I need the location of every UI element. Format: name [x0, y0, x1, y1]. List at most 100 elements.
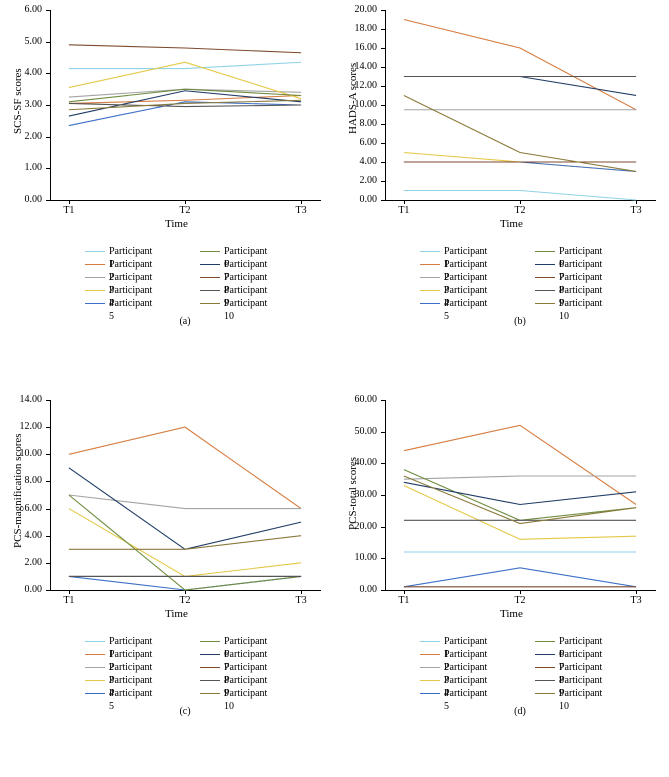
legend-swatch	[85, 654, 105, 655]
x-tick	[636, 200, 637, 204]
x-tick-label: T1	[394, 595, 414, 606]
legend-label: Participant 10	[224, 297, 267, 323]
y-axis-title-a: SCS-SF scores	[12, 68, 24, 134]
legend-swatch	[200, 251, 220, 252]
y-tick-label: 6.00	[343, 137, 377, 148]
x-tick-label: T1	[59, 595, 79, 606]
legend-swatch	[535, 641, 555, 642]
x-tick	[404, 200, 405, 204]
x-tick-label: T2	[510, 595, 530, 606]
legend-swatch	[200, 654, 220, 655]
series-line-p10	[404, 476, 636, 524]
y-tick-label: 60.00	[343, 394, 377, 405]
panel-d: 0.0010.0020.0030.0040.0050.0060.00T1T2T3…	[385, 400, 655, 760]
x-tick	[520, 200, 521, 204]
series-line-p1	[404, 191, 636, 201]
legend-a: Participant 1Participant 2Participant 3P…	[50, 245, 320, 310]
legend-swatch	[85, 667, 105, 668]
panel-c: 0.002.004.006.008.0010.0012.0014.00T1T2T…	[50, 400, 320, 760]
x-tick-label: T2	[175, 205, 195, 216]
series-line-p3	[404, 476, 636, 479]
legend-swatch	[420, 264, 440, 265]
x-tick	[185, 200, 186, 204]
legend-swatch	[420, 641, 440, 642]
y-tick-label: 2.00	[8, 557, 42, 568]
legend-swatch	[200, 303, 220, 304]
panel-b: 0.002.004.006.008.0010.0012.0014.0016.00…	[385, 10, 655, 370]
x-axis-title-b: Time	[500, 218, 523, 230]
x-tick	[404, 590, 405, 594]
y-tick-label: 4.00	[343, 156, 377, 167]
legend-swatch	[420, 277, 440, 278]
x-tick-label: T3	[291, 595, 311, 606]
legend-label: Participant 10	[559, 687, 602, 713]
legend-label: Participant 5	[444, 687, 487, 713]
legend-swatch	[85, 680, 105, 681]
legend-swatch	[535, 693, 555, 694]
legend-d: Participant 1Participant 2Participant 3P…	[385, 635, 655, 700]
panel-caption-b: (b)	[505, 316, 535, 327]
x-tick	[69, 590, 70, 594]
x-tick	[301, 200, 302, 204]
y-tick-label: 2.00	[343, 175, 377, 186]
series-line-p2	[69, 427, 301, 508]
y-tick	[46, 200, 50, 201]
legend-label: Participant 10	[224, 687, 267, 713]
lines-b	[385, 10, 655, 200]
legend-swatch	[535, 303, 555, 304]
x-tick	[185, 590, 186, 594]
x-tick-label: T2	[175, 595, 195, 606]
y-axis-title-b: HADS-A scores	[347, 62, 359, 133]
y-tick-label: 0.00	[8, 584, 42, 595]
legend-swatch	[200, 693, 220, 694]
series-line-p3	[69, 495, 301, 509]
y-tick-label: 18.00	[343, 23, 377, 34]
y-tick	[46, 590, 50, 591]
y-tick-label: 5.00	[8, 36, 42, 47]
series-line-p6	[69, 495, 301, 590]
x-axis-title-c: Time	[165, 608, 188, 620]
x-tick-label: T3	[626, 595, 646, 606]
legend-swatch	[85, 264, 105, 265]
y-tick-label: 0.00	[343, 194, 377, 205]
legend-swatch	[200, 641, 220, 642]
y-tick-label: 1.00	[8, 162, 42, 173]
series-line-p10	[404, 96, 636, 172]
series-line-p1	[69, 62, 301, 68]
legend-swatch	[200, 680, 220, 681]
series-line-p2	[404, 425, 636, 504]
series-line-p2	[404, 20, 636, 110]
series-line-p8	[69, 45, 301, 53]
legend-swatch	[420, 654, 440, 655]
lines-d	[385, 400, 655, 590]
legend-swatch	[200, 667, 220, 668]
legend-label: Participant 10	[559, 297, 602, 323]
legend-swatch	[535, 290, 555, 291]
panel-caption-a: (a)	[170, 316, 200, 327]
lines-c	[50, 400, 320, 590]
x-tick-label: T3	[626, 205, 646, 216]
legend-swatch	[200, 290, 220, 291]
legend-c: Participant 1Participant 2Participant 3P…	[50, 635, 320, 700]
legend-swatch	[420, 303, 440, 304]
series-line-p4	[69, 509, 301, 577]
legend-swatch	[85, 693, 105, 694]
legend-swatch	[535, 654, 555, 655]
series-line-p7	[404, 77, 636, 96]
y-tick-label: 16.00	[343, 42, 377, 53]
x-axis-title-a: Time	[165, 218, 188, 230]
series-line-p5	[69, 576, 301, 590]
legend-swatch	[420, 290, 440, 291]
legend-swatch	[535, 251, 555, 252]
legend-label: Participant 5	[444, 297, 487, 323]
y-tick-label: 0.00	[343, 584, 377, 595]
x-tick	[636, 590, 637, 594]
legend-swatch	[85, 290, 105, 291]
x-tick-label: T1	[394, 205, 414, 216]
legend-label: Participant 5	[109, 297, 152, 323]
x-axis-title-d: Time	[500, 608, 523, 620]
x-tick-label: T2	[510, 205, 530, 216]
legend-label: Participant 5	[109, 687, 152, 713]
y-axis-title-c: PCS-magnification scores	[12, 433, 24, 548]
y-tick	[381, 590, 385, 591]
